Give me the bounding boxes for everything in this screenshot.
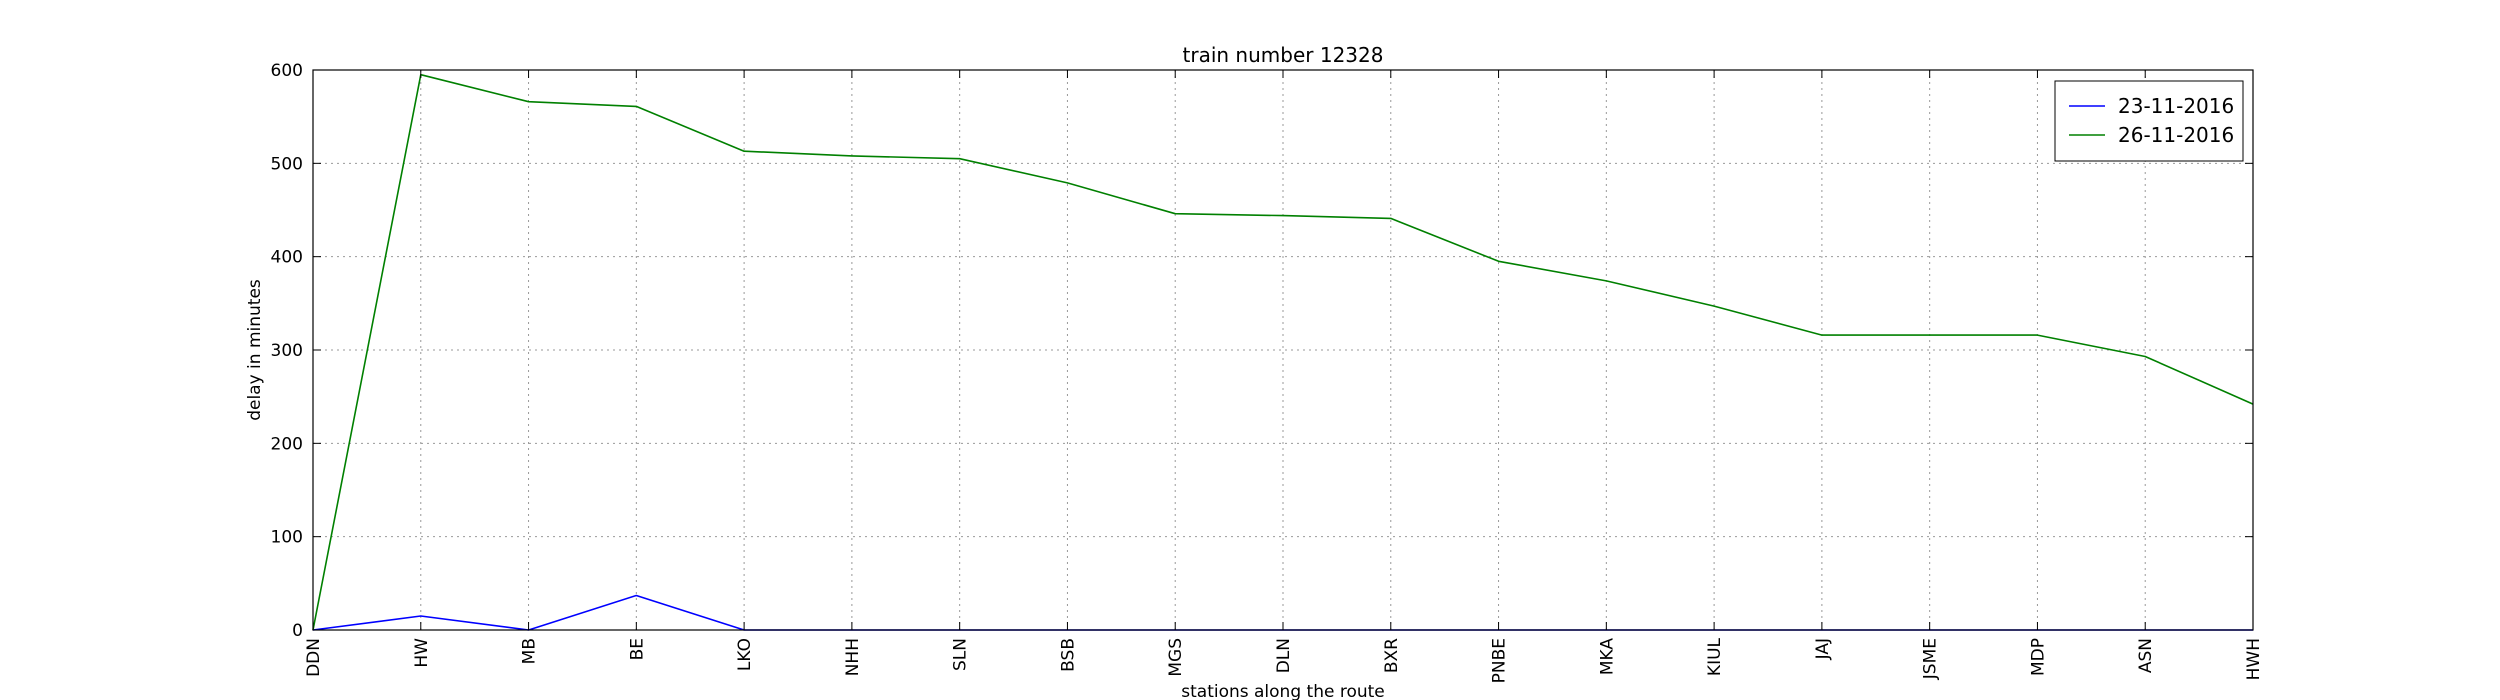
x-tick-label: KIUL <box>1705 637 1725 676</box>
x-tick-label: JSME <box>1921 638 1941 680</box>
x-tick-label: PNBE <box>1490 638 1510 683</box>
y-axis-title: delay in minutes <box>245 279 265 421</box>
x-tick-label: NHH <box>843 638 863 676</box>
legend-label: 26-11-2016 <box>2118 123 2234 147</box>
y-tick-label: 500 <box>271 154 303 174</box>
legend-label: 23-11-2016 <box>2118 94 2234 118</box>
x-tick-label: BE <box>627 638 647 660</box>
x-axis-ticks: DDN HW MB BE LKO NHH SLN BSB MGS DLN BXR PNBE MKA KIU… <box>304 70 2264 683</box>
grid <box>312 69 2254 631</box>
y-tick-label: 0 <box>292 621 303 641</box>
x-tick-label: DDN <box>304 638 324 677</box>
x-tick-label: SLN <box>951 638 971 671</box>
x-axis-title: stations along the route <box>1181 682 1385 700</box>
y-tick-label: 600 <box>271 61 303 81</box>
y-tick-label: 100 <box>271 528 303 548</box>
x-tick-label: MDP <box>2028 638 2048 676</box>
x-tick-label: LKO <box>735 638 755 671</box>
y-tick-label: 300 <box>271 341 303 361</box>
chart-title: train number 12328 <box>1183 43 1384 67</box>
x-tick-label: MKA <box>1597 638 1617 676</box>
series-line <box>312 73 2254 631</box>
y-axis-ticks: 0 100 200 300 400 500 600 <box>271 61 2253 641</box>
x-tick-label: ASN <box>2136 638 2156 673</box>
x-tick-label: BXR <box>1382 638 1402 673</box>
x-tick-label: JAJ <box>1813 638 1833 660</box>
y-tick-label: 200 <box>271 434 303 454</box>
x-tick-label: DLN <box>1274 638 1294 673</box>
x-tick-label: HW <box>412 638 432 668</box>
x-tick-label: MGS <box>1166 638 1186 677</box>
y-tick-label: 400 <box>271 248 303 268</box>
x-tick-label: HWH <box>2244 638 2264 680</box>
legend-box <box>2054 80 2244 162</box>
x-tick-label: MB <box>520 638 540 664</box>
legend: 23-11-2016 26-11-2016 <box>2054 80 2244 162</box>
x-tick-label: BSB <box>1058 638 1078 672</box>
